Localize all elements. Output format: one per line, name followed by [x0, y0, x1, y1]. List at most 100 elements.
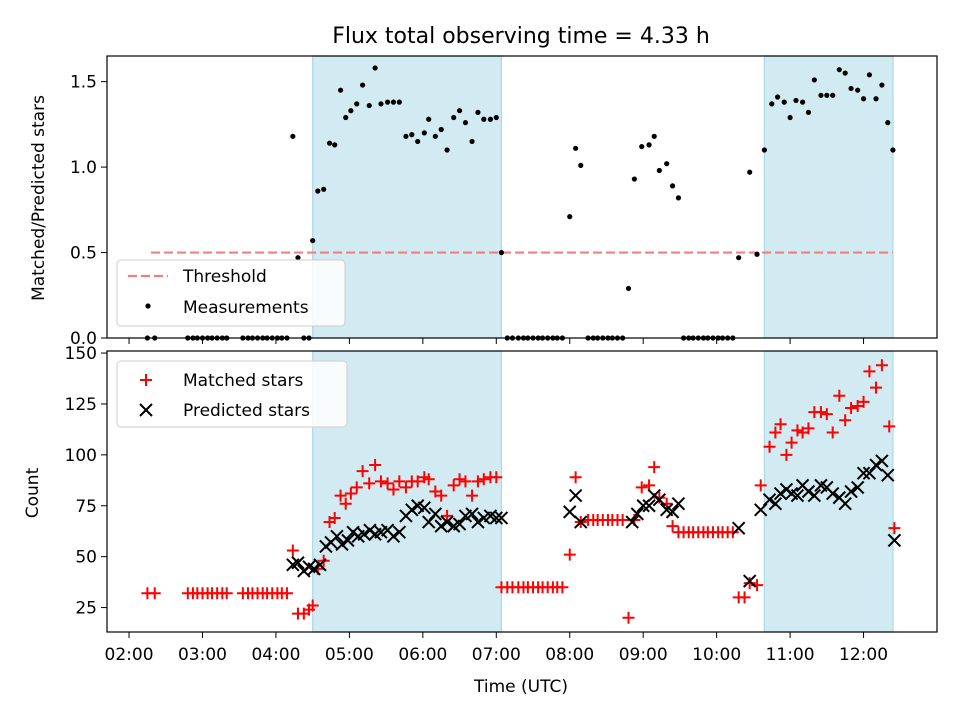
top-y-tick-label: 0.0: [70, 329, 97, 349]
matched-star-marker: [477, 473, 490, 486]
bottom-legend: [116, 360, 348, 428]
measurement-point: [378, 101, 384, 107]
measurement-point: [675, 195, 682, 201]
measurement-point: [409, 132, 415, 138]
matched-star-marker: [556, 581, 569, 594]
measurement-point: [315, 188, 321, 194]
bottom-y-tick-label: 75: [75, 497, 97, 517]
measurement-point: [573, 145, 579, 151]
matched-star-marker: [666, 520, 679, 533]
predicted-star-marker: [489, 511, 503, 525]
matched-star-marker: [220, 587, 233, 600]
predicted-star-marker: [768, 497, 783, 511]
matched-star-marker: [875, 359, 888, 372]
legend-measurement-swatch: [145, 303, 151, 309]
matched-star-marker: [780, 448, 793, 461]
matched-star-marker: [435, 489, 448, 502]
measurement-point: [754, 251, 760, 257]
measurement-point: [403, 133, 409, 139]
measurement-point: [444, 147, 450, 153]
measurement-point: [390, 99, 397, 105]
predicted-star-marker: [471, 515, 485, 529]
measurement-point: [432, 133, 438, 139]
matched-star-marker: [490, 471, 503, 484]
predicted-star-marker: [313, 558, 327, 572]
measurement-point: [372, 65, 378, 71]
measurement-point: [290, 133, 296, 139]
matched-star-marker: [280, 587, 293, 600]
matched-star-marker: [441, 509, 454, 522]
measurement-point: [326, 140, 333, 146]
matched-star-marker: [774, 418, 787, 431]
measurement-point: [769, 101, 775, 107]
bottom-y-tick-label: 150: [65, 344, 97, 364]
measurement-point: [646, 142, 652, 148]
matched-star-marker: [356, 465, 369, 478]
predicted-star-marker: [844, 484, 858, 499]
matched-star-marker: [802, 422, 815, 435]
measurement-point: [366, 102, 372, 109]
measurement-point: [651, 133, 657, 139]
matched-star-marker: [148, 587, 161, 600]
bottom-y-axis-label: Count: [23, 467, 43, 518]
predicted-star-marker: [773, 486, 788, 501]
measurement-point: [873, 96, 879, 102]
predicted-star-marker: [731, 521, 746, 535]
legend-predicted-label: Predicted stars: [183, 401, 310, 421]
predicted-star-marker: [291, 556, 305, 570]
top-legend: [116, 259, 346, 327]
measurement-point: [736, 255, 742, 261]
measurement-point: [360, 82, 366, 88]
top-y-tick-label: 0.5: [70, 244, 97, 264]
bottom-y-tick-label: 50: [75, 548, 97, 568]
top-y-tick-label: 1.5: [70, 73, 97, 93]
predicted-star-marker: [494, 511, 509, 525]
legend-matched-label: Matched stars: [183, 371, 303, 391]
predicted-star-marker: [139, 403, 153, 417]
matched-star-marker: [863, 365, 876, 378]
predicted-star-marker: [465, 507, 479, 521]
measurement-point: [866, 72, 873, 78]
matched-star-marker: [411, 475, 424, 488]
measurement-point: [664, 161, 670, 167]
predicted-star-marker: [869, 458, 883, 472]
measurement-point: [781, 99, 787, 105]
predicted-star-marker: [742, 574, 757, 588]
measurement-point: [493, 114, 499, 121]
predicted-star-marker: [762, 492, 777, 507]
predicted-star-marker: [807, 488, 822, 503]
predicted-star-marker: [428, 507, 443, 521]
predicted-star-marker: [887, 533, 902, 548]
measurement-point: [295, 255, 301, 261]
measurement-point: [487, 116, 494, 122]
matched-star-marker: [344, 487, 357, 500]
matched-star-marker: [635, 481, 648, 494]
measurement-point: [421, 130, 427, 136]
predicted-star-marker: [850, 480, 865, 495]
measurement-point: [396, 99, 402, 105]
matched-star-marker: [399, 481, 412, 494]
matched-star-marker: [393, 475, 406, 488]
matched-star-marker: [839, 414, 852, 427]
matched-star-marker: [785, 436, 798, 449]
measurement-point: [438, 126, 444, 133]
matched-star-marker: [459, 475, 472, 488]
predicted-star-marker: [652, 492, 667, 507]
matched-star-marker: [563, 548, 576, 561]
x-tick-label: 12:00: [839, 645, 888, 665]
predicted-star-marker: [307, 562, 321, 576]
legend-measurement-label: Measurements: [183, 298, 309, 318]
measurement-point: [885, 120, 891, 126]
matched-star-marker: [738, 591, 751, 604]
predicted-star-marker: [642, 499, 656, 513]
top-panel: 0.0 0.5 1.0 1.5 Threshold Measurements: [70, 55, 938, 349]
matched-star-marker: [743, 577, 756, 590]
matched-star-marker: [350, 481, 363, 494]
measurement-point: [793, 97, 799, 104]
matched-star-marker: [369, 459, 382, 472]
measurement-point: [830, 92, 836, 98]
x-tick-label: 10:00: [692, 645, 741, 665]
measurement-point: [824, 92, 830, 98]
measurement-point: [451, 114, 457, 121]
matched-star-marker: [763, 440, 776, 453]
